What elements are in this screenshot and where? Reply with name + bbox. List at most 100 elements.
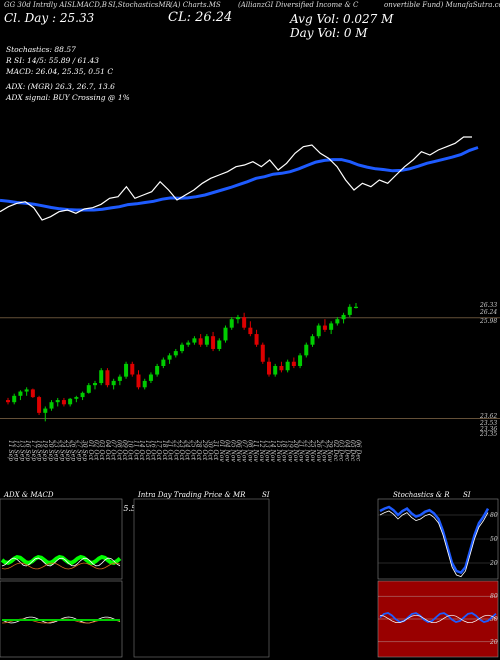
adx-signal: ADX signal: BUY Crossing @ 1%	[6, 93, 130, 102]
price-tick-label: 23.62	[479, 413, 497, 420]
candle-body	[43, 408, 48, 413]
intraday-panel-si: SI	[262, 491, 270, 499]
date-tick-label: 19 Sep	[41, 440, 48, 461]
indicator-block: Stochastics: 88.57 R SI: 14/5: 55.89 / 6…	[6, 44, 130, 103]
candle-body	[204, 336, 209, 345]
date-tick-label: 01 Oct	[87, 440, 94, 461]
date-tick-label: 13 Sep	[18, 440, 25, 461]
candle-body	[248, 327, 253, 335]
macd-line	[1, 616, 121, 624]
macd-panel-box	[0, 580, 123, 658]
candle-body	[173, 351, 178, 356]
date-tick-label: 25 Nov	[309, 439, 316, 462]
date-tick-label: 27 Nov	[321, 439, 328, 462]
intraday-panel-box	[133, 498, 270, 658]
avg-volume: Avg Vol: 0.027 M	[290, 12, 394, 26]
date-tick-label: 05 Dec	[349, 440, 356, 462]
header-left-small: GG 30d Intrdly AISLMACD,B	[4, 1, 107, 9]
stoch-level-label: 80	[490, 512, 498, 519]
candle-body	[68, 398, 73, 405]
candle-body	[229, 319, 234, 328]
ema-line	[0, 146, 479, 212]
date-tick-label: 07 Nov	[241, 440, 248, 462]
candle-body	[136, 374, 141, 388]
price-line	[0, 136, 472, 221]
date-tick-label: 11 Oct	[132, 440, 139, 461]
candle-body	[335, 319, 340, 324]
date-tick-label: 25 Sep	[64, 439, 71, 461]
date-tick-label: 06 Nov	[235, 440, 242, 462]
price-tick-label: 23.35	[479, 431, 497, 438]
date-tick-label: 14 Oct	[138, 440, 145, 461]
candle-body	[235, 317, 240, 320]
adx-value: ADX: (MGR) 26.3, 26.7, 13.6	[6, 82, 115, 91]
date-tick-label: 02 Oct	[93, 440, 100, 461]
date-tick-label: 04 Dec	[343, 440, 350, 462]
adx-panel-title: ADX & MACD	[4, 491, 54, 499]
date-tick-label: 16 Sep	[24, 440, 31, 461]
close-day: Cl. Day : 25.33	[4, 11, 95, 25]
candle-body	[354, 306, 358, 309]
candle-body	[55, 400, 60, 403]
candle-body	[18, 391, 23, 396]
adx-minus-line	[1, 562, 121, 570]
date-tick-label: 26 Sep	[70, 439, 77, 461]
date-tick-label: 08 Nov	[246, 440, 253, 462]
date-tick-label: 16 Oct	[150, 440, 157, 461]
candle-body	[273, 366, 278, 375]
date-tick-label: 03 Oct	[98, 440, 105, 461]
adx-line	[1, 557, 121, 567]
date-tick-label: 24 Oct	[184, 439, 191, 461]
candle-body	[198, 338, 203, 345]
candle-body	[86, 385, 91, 393]
stoch-panel-si: SI	[463, 491, 471, 499]
macd-lines	[1, 616, 121, 624]
candle-body	[124, 363, 129, 377]
candle-body	[93, 383, 97, 386]
date-tick-label: 22 Oct	[172, 439, 179, 461]
stoch-panel-title: Stochastics & R	[393, 491, 450, 499]
date-tick-label: 04 Nov	[224, 440, 231, 462]
rsi-panel-box	[377, 580, 499, 658]
candle-body	[260, 344, 265, 362]
price-tick-label: 26.24	[479, 309, 497, 316]
price-level-lines	[0, 317, 500, 419]
stoch-d-line	[379, 510, 489, 578]
candle-body	[298, 355, 303, 366]
date-tick-label: 09 Oct	[121, 440, 128, 461]
date-tick-label: 21 Oct	[167, 439, 174, 461]
date-tick-label: 18 Nov	[281, 440, 288, 462]
date-tick-label: 14 Nov	[269, 440, 276, 462]
rsi-line	[379, 612, 497, 623]
indicator-lines	[0, 136, 479, 221]
adx-panel-values: ADX: 26.32 +DY: 26.67 -DY: 15.56	[3, 504, 142, 513]
candle-body	[130, 363, 135, 375]
stoch-lines: 80 50 20	[378, 505, 498, 578]
date-tick-label: 23 Sep	[53, 439, 60, 461]
candle-body	[291, 361, 296, 366]
candle-body	[30, 389, 35, 398]
candle-body	[37, 397, 42, 413]
date-tick-label: 10 Oct	[127, 440, 134, 461]
candle-body	[12, 395, 17, 403]
header-mid2-small: (A) Charts.MS	[170, 1, 221, 9]
date-tick-label: 31 Oct	[212, 440, 219, 461]
date-tick-label: 05 Nov	[229, 440, 236, 462]
stoch-level-label: 20	[489, 560, 498, 567]
date-tick-label: 26 Nov	[315, 439, 322, 462]
candle-body	[142, 380, 147, 388]
adx-lines	[0, 554, 122, 570]
date-tick-label: 20 Sep	[47, 439, 54, 461]
date-tick-label: 18 Sep	[36, 440, 43, 461]
date-tick-label: 17 Sep	[30, 440, 37, 461]
candle-body	[341, 314, 346, 320]
candle-body	[347, 306, 352, 315]
candle-body	[242, 317, 247, 328]
candle-body	[211, 336, 216, 349]
candle-body	[279, 366, 284, 371]
date-tick-label: 08 Oct	[115, 440, 122, 461]
header-right-small: onvertible Fund) MunafaSutra.com	[384, 1, 500, 9]
rsi-level-label: 20	[489, 639, 498, 646]
